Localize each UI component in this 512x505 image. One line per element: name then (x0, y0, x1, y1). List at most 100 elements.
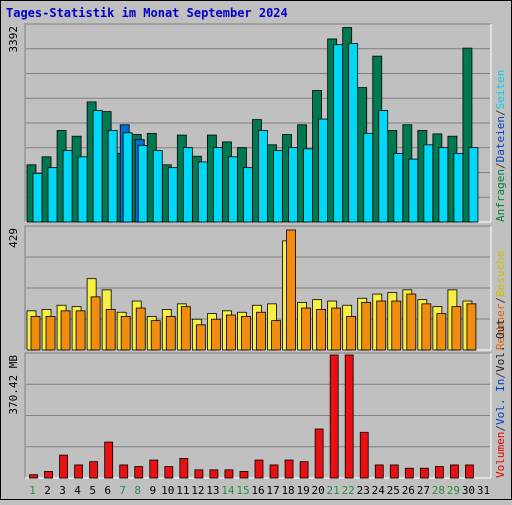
bar (74, 464, 84, 479)
bar (135, 307, 146, 351)
x-tick-label: 8 (134, 484, 141, 497)
legend-entry: Volumen (494, 432, 507, 478)
bar (30, 316, 41, 351)
chart-title: Tages-Statistik im Monat September 2024 (6, 6, 288, 20)
bar (468, 147, 479, 223)
bar (393, 152, 404, 223)
bar (331, 307, 342, 351)
y-max-label: 370.42 MB (7, 355, 20, 415)
bar (254, 459, 264, 479)
bar (451, 306, 462, 351)
bar (59, 454, 68, 479)
x-tick-label: 29 (447, 484, 460, 497)
bar (374, 464, 384, 479)
bar (348, 43, 359, 223)
bar (182, 147, 193, 223)
legend-entry: Besuche (494, 251, 507, 297)
bar (149, 459, 159, 479)
bar (92, 110, 103, 223)
bar (167, 167, 178, 223)
bar (224, 469, 234, 479)
legend-label: Anfragen/Dateien/Seiten (494, 70, 507, 222)
bar (258, 130, 268, 223)
x-tick-label: 7 (119, 484, 126, 497)
bar (179, 458, 189, 479)
legend-entry: Vol. Out (494, 319, 507, 372)
bar (273, 150, 283, 223)
bar (104, 441, 114, 479)
bar (256, 311, 266, 351)
bar (314, 428, 324, 479)
x-tick-label: 6 (104, 484, 111, 497)
legend-entry: Dateien (494, 116, 507, 162)
x-tick-label: 27 (417, 484, 430, 497)
bar (434, 466, 444, 479)
bar (195, 324, 206, 351)
bar (45, 316, 56, 351)
bar (239, 471, 249, 479)
bar (466, 303, 477, 351)
x-tick-label: 28 (432, 484, 445, 497)
y-max-label: 429 (7, 228, 20, 248)
bar (269, 464, 279, 479)
series-volumen (29, 354, 474, 479)
legend-entry: / (494, 372, 507, 379)
bar (408, 158, 419, 223)
x-tick-label: 25 (387, 484, 400, 497)
bar (299, 461, 309, 479)
bar (329, 354, 339, 479)
bar (75, 310, 86, 351)
bar (286, 229, 296, 351)
bar (137, 144, 148, 223)
bar (344, 354, 354, 479)
bar (363, 132, 374, 223)
bar (301, 307, 311, 351)
bar (89, 461, 99, 479)
bar (62, 150, 73, 223)
bar (197, 161, 208, 223)
bar (60, 310, 71, 351)
bar (210, 318, 221, 351)
bar (180, 306, 191, 351)
x-tick-label: 19 (296, 484, 309, 497)
bar (423, 144, 434, 223)
x-tick-label: 16 (251, 484, 264, 497)
legend-entry: / (494, 109, 507, 116)
bar (44, 471, 53, 479)
x-tick-label: 12 (191, 484, 204, 497)
bar (376, 300, 387, 351)
bar (389, 464, 399, 479)
bar (419, 467, 429, 479)
x-tick-label: 13 (206, 484, 219, 497)
bar (438, 147, 449, 223)
x-tick-label: 30 (462, 484, 475, 497)
x-tick-label: 11 (176, 484, 189, 497)
bar (226, 314, 236, 351)
bar (90, 296, 101, 351)
bar (453, 152, 464, 223)
bar (119, 464, 129, 479)
legend-entry: / (494, 162, 507, 169)
bar (32, 172, 43, 223)
legend-label: Rechner/Besuche (494, 251, 507, 350)
bar (122, 132, 133, 223)
legend-entry: Anfragen (494, 169, 507, 222)
bar (465, 464, 474, 479)
bar (47, 167, 58, 223)
bar (288, 147, 298, 223)
x-tick-label: 26 (402, 484, 415, 497)
x-tick-label: 24 (372, 484, 386, 497)
bar (107, 130, 118, 223)
bar (318, 118, 329, 223)
bar (421, 303, 432, 351)
legend-label: Volumen/Vol. In/Vol. Out (494, 319, 507, 478)
x-tick-label: 5 (89, 484, 96, 497)
series-anfragen (26, 27, 473, 223)
x-tick-label: 23 (357, 484, 370, 497)
bar (165, 316, 176, 351)
x-axis-labels: 1 2 3 4 5 6 7 8 9 10 11 12 13 14 15 16 17 18 19 20 21 22 23 24 2… (29, 484, 490, 497)
